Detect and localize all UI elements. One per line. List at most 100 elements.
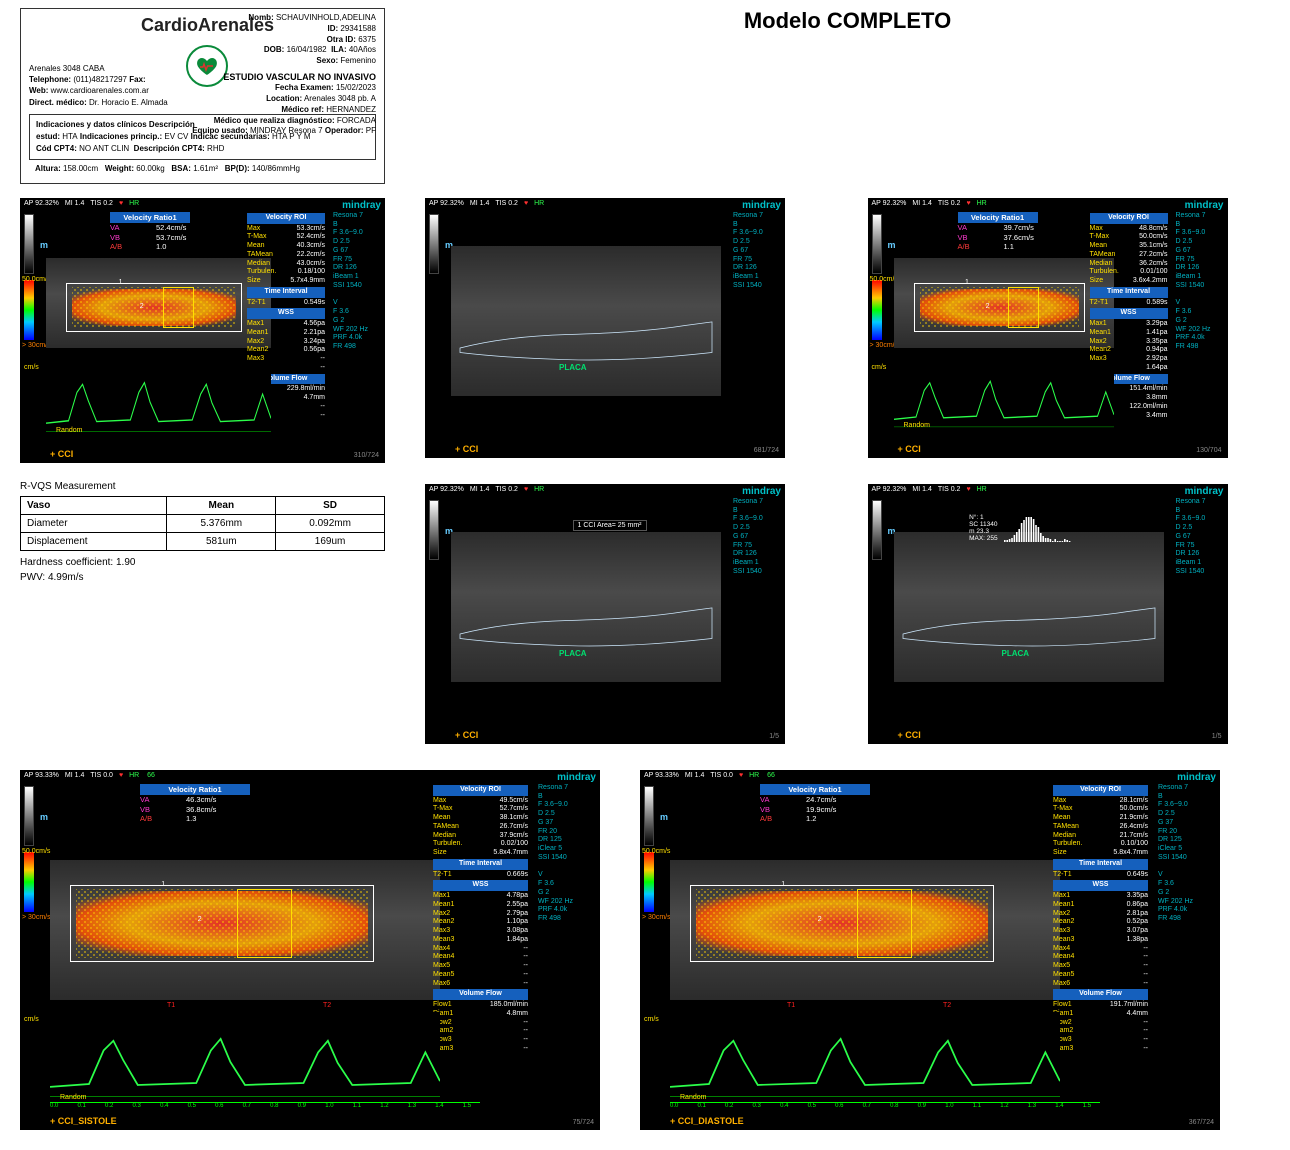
id-label: ID:: [328, 24, 339, 33]
mindray-logo-text: mindray: [342, 200, 381, 211]
grayscale-bar-icon: [429, 214, 439, 274]
vitals-row: Altura: 158.00cm Weight: 60.00kg BSA: 1.…: [29, 160, 376, 177]
right-column: AP 92.32%MI 1.4TIS 0.2♥HR mindray m Resona…: [425, 198, 1270, 744]
report-header-card: CardioArenales Arenales 3048 CABA Teleph…: [20, 8, 385, 184]
us-top-bar: AP 92.32%MI 1.4TIS 0.2♥HR mindray: [425, 198, 785, 213]
medref-value: HERNANDEZ: [326, 105, 376, 114]
velocity-roi-readout: Velocity ROIMax28.1cm/sT-Max50.0cm/sMean…: [1053, 784, 1148, 1054]
waveform: [670, 1012, 1060, 1108]
ultrasound-panel-big-left: AP 93.33%MI 1.4TIS 0.0♥HR 66 mindray 50.…: [20, 770, 600, 1130]
mindray-logo-text: mindray: [1185, 486, 1224, 497]
indprin-value: EV CV: [164, 132, 188, 141]
clinic-address: Arenales 3048 CABA: [29, 63, 169, 74]
location-value: Arenales 3048 pb. A: [304, 94, 376, 103]
vector-dots: [72, 287, 236, 329]
tech-label: Médico que realiza diagnóstico:: [214, 116, 335, 125]
ultrasound-panel-r2c2: AP 92.32%MI 1.4TIS 0.2♥HR mindraymResona…: [868, 484, 1228, 744]
weight-value: 60.00kg: [136, 164, 164, 173]
model-title: Modelo COMPLETO: [425, 8, 1270, 34]
vector-dots: [920, 287, 1080, 329]
ila-label: ILA:: [331, 45, 347, 54]
director-label: Direct. médico:: [29, 98, 87, 107]
rvqs-below: Hardness coefficient: 1.90 PWV: 4.99m/s: [20, 555, 385, 585]
m-label: m: [888, 240, 896, 250]
system-info-readout: Resona 7BF 3.6~9.0D 2.5G 67FR 75DR 126iB…: [1176, 498, 1226, 577]
us-top-bar: AP 92.32%MI 1.4TIS 0.2♥HR mindray: [20, 198, 385, 213]
color-bar-icon: [24, 280, 34, 340]
sexo-value: Femenino: [340, 56, 376, 65]
tech-value: FORCADA: [337, 116, 376, 125]
vessel-label: + CCI: [898, 444, 921, 454]
grayscale-bar-icon: [644, 786, 654, 846]
bsa-label: BSA:: [171, 164, 191, 173]
velocity-ratio-box: Velocity Ratio1 VA52.4cm/s VB53.7cm/s A/…: [110, 212, 190, 252]
fax-label: Fax:: [129, 75, 145, 84]
system-info-readout: Resona 7BF 3.6~9.0D 2.5G 67FR 75DR 126iB…: [1176, 212, 1226, 352]
m-label: m: [40, 240, 48, 250]
ultrasound-panel-big-right: AP 93.33%MI 1.4TIS 0.0♥HR 66 mindray 50.…: [640, 770, 1220, 1130]
altura-label: Altura:: [35, 164, 61, 173]
mindray-logo-text: mindray: [557, 772, 596, 783]
plaque-outline: [451, 246, 721, 396]
roi-box: [163, 287, 195, 329]
clinic-contact: Arenales 3048 CABA Telephone: (011)48217…: [29, 63, 169, 108]
vector-dots: [696, 889, 988, 958]
cell: 581um: [167, 532, 276, 550]
us-top-bar: AP 93.33%MI 1.4TIS 0.0♥HR 66 mindray: [640, 770, 1220, 785]
ultrasound-panel-r1c1: AP 92.32%MI 1.4TIS 0.2♥HR mindraymResona…: [425, 198, 785, 458]
mid-grid: AP 92.32%MI 1.4TIS 0.2♥HR mindray 50.0cm…: [20, 198, 1270, 744]
us-top-bar: AP 92.32%MI 1.4TIS 0.2♥HR mindray: [868, 484, 1228, 499]
patient-study-block: Nomb: SCHAUVINHOLD,ADELINA ID: 29341588 …: [192, 13, 376, 137]
telephone-value: (011)48217297: [73, 75, 127, 84]
m-label: m: [40, 812, 48, 822]
table-row: Vaso Mean SD: [21, 496, 385, 514]
plaque-outline: [894, 532, 1164, 682]
equipo-label: Equipo usado:: [192, 126, 248, 135]
ultrasound-panel-r1c2: AP 92.32%MI 1.4TIS 0.2♥HR mindray 50.0cm…: [868, 198, 1228, 458]
color-bar-icon: [24, 852, 34, 912]
estud-label: estud:: [36, 132, 60, 141]
pwv-label: PWV:: [20, 572, 45, 583]
waveform: [50, 1012, 440, 1108]
color-bar-icon: [644, 852, 654, 912]
system-info-readout: Resona 7BF 3.6~9.0D 2.5G 37FR 20DR 125iC…: [538, 784, 598, 924]
time-scale: 0.00.10.20.30.40.50.60.70.80.91.01.11.21…: [50, 1102, 480, 1114]
grayscale-bar-icon: [872, 500, 882, 560]
grayscale-bar-icon: [24, 786, 34, 846]
placa-label: PLACA: [1002, 649, 1030, 658]
telephone-label: Telephone:: [29, 75, 71, 84]
us-top-bar: AP 92.32%MI 1.4TIS 0.2♥HR mindray: [425, 484, 785, 499]
nomb-value: SCHAUVINHOLD,ADELINA: [276, 13, 376, 22]
operador-label: Operador:: [325, 126, 364, 135]
vessel-label: + CCI: [455, 730, 478, 740]
ila-value: 40Años: [349, 45, 376, 54]
pwv-value: 4.99m/s: [48, 572, 84, 583]
web-label: Web:: [29, 86, 48, 95]
placa-label: PLACA: [559, 363, 587, 372]
mindray-logo-text: mindray: [742, 486, 781, 497]
nomb-label: Nomb:: [248, 13, 273, 22]
dob-value: 16/04/1982: [287, 45, 327, 54]
vector-dots: [76, 889, 368, 958]
otra-id-label: Otra ID:: [327, 35, 356, 44]
mindray-logo-text: mindray: [1185, 200, 1224, 211]
operador-value: PF: [366, 126, 376, 135]
rvqs-title: R-VQS Measurement: [20, 481, 385, 492]
col-mean: Mean: [167, 496, 276, 514]
estud-value: HTA: [62, 132, 77, 141]
grayscale-bar-icon: [872, 214, 882, 274]
velocity-ratio-box: Velocity Ratio1 VA46.3cm/s VB36.8cm/s A/…: [140, 784, 250, 824]
velocity-roi-readout: Velocity ROIMax49.5cm/sT-Max52.7cm/sMean…: [433, 784, 528, 1054]
study-title: ESTUDIO VASCULAR NO INVASIVO: [192, 71, 376, 83]
cell: Displacement: [21, 532, 167, 550]
area-annotation: 1 CCI Area= 25 mm²: [573, 520, 647, 531]
bp-value: 140/86mmHg: [252, 164, 300, 173]
sexo-label: Sexo:: [316, 56, 338, 65]
location-label: Location:: [266, 94, 302, 103]
roi-box: [237, 889, 292, 958]
time-scale: 0.00.10.20.30.40.50.60.70.80.91.01.11.21…: [670, 1102, 1100, 1114]
histogram: N°: 1SC 11340m 23.3MAX: 255: [969, 514, 1074, 543]
equipo-value: MINDRAY Resona 7: [250, 126, 323, 135]
us-top-bar: AP 92.32%MI 1.4TIS 0.2♥HR mindray: [868, 198, 1228, 213]
table-row: Diameter 5.376mm 0.092mm: [21, 514, 385, 532]
